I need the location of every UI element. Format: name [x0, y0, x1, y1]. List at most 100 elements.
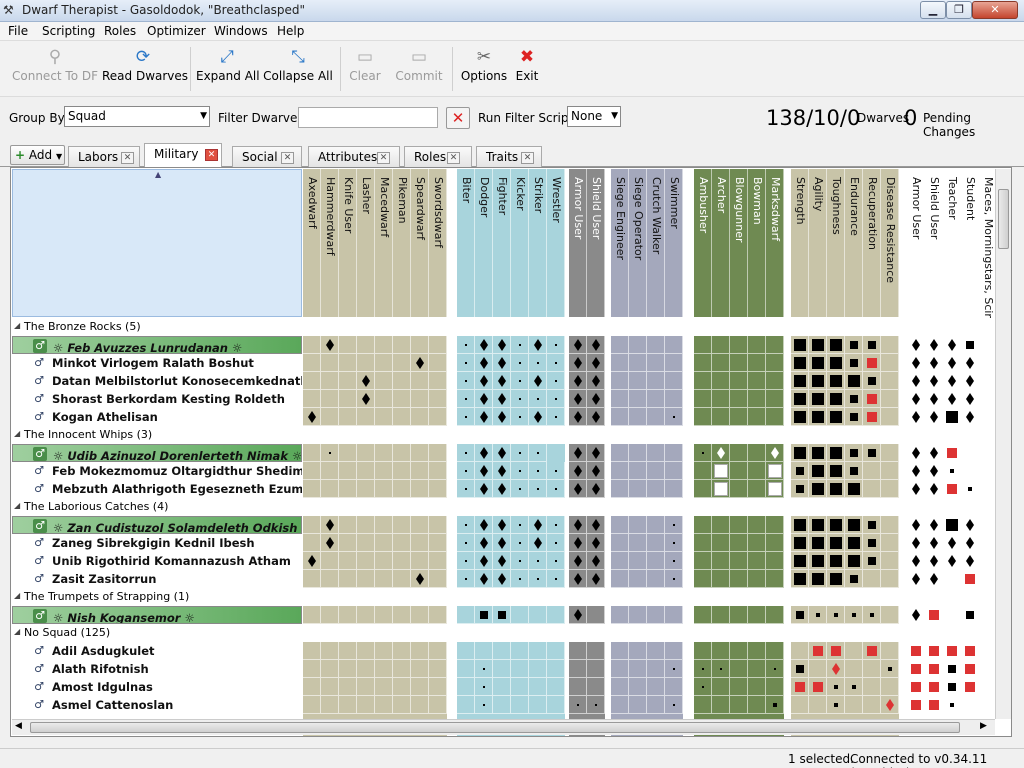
skill-cell[interactable]: [943, 552, 961, 570]
skill-cell[interactable]: [411, 570, 429, 588]
skill-cell[interactable]: [881, 696, 899, 714]
skill-cell[interactable]: [730, 408, 748, 426]
skill-cell[interactable]: [712, 516, 730, 534]
skill-cell[interactable]: [907, 462, 925, 480]
skill-cell[interactable]: [375, 462, 393, 480]
skill-cell[interactable]: [611, 660, 629, 678]
skill-cell[interactable]: [863, 372, 881, 390]
skill-cell[interactable]: [475, 480, 493, 498]
skill-cell[interactable]: [845, 354, 863, 372]
skill-cell[interactable]: [961, 660, 979, 678]
skill-cell[interactable]: [569, 642, 587, 660]
skill-cell[interactable]: [629, 642, 647, 660]
skill-cell[interactable]: [587, 336, 605, 354]
skill-cell[interactable]: [321, 390, 339, 408]
skill-cell[interactable]: [907, 408, 925, 426]
skill-cell[interactable]: [943, 642, 961, 660]
column-header[interactable]: Lasher: [357, 169, 375, 317]
skill-cell[interactable]: [730, 516, 748, 534]
skill-cell[interactable]: [357, 678, 375, 696]
skill-cell[interactable]: [321, 336, 339, 354]
dwarf-row[interactable]: ♂ Kogan Athelisan: [12, 408, 302, 426]
skill-cell[interactable]: [569, 354, 587, 372]
skill-cell[interactable]: [339, 462, 357, 480]
skill-cell[interactable]: [357, 642, 375, 660]
skill-cell[interactable]: [339, 516, 357, 534]
skill-cell[interactable]: [493, 606, 511, 624]
skill-cell[interactable]: [791, 678, 809, 696]
collapse-arrow-icon[interactable]: ◢: [14, 627, 21, 636]
skill-cell[interactable]: [339, 570, 357, 588]
skill-cell[interactable]: [943, 408, 961, 426]
skill-cell[interactable]: [429, 678, 447, 696]
add-view-button[interactable]: + Add ▼: [10, 145, 65, 165]
skill-cell[interactable]: [907, 660, 925, 678]
skill-cell[interactable]: [730, 606, 748, 624]
skill-cell[interactable]: [547, 642, 565, 660]
skill-cell[interactable]: [694, 372, 712, 390]
skill-cell[interactable]: [569, 696, 587, 714]
skill-cell[interactable]: [748, 606, 766, 624]
skill-cell[interactable]: [457, 390, 475, 408]
skill-cell[interactable]: [339, 696, 357, 714]
skill-cell[interactable]: [863, 696, 881, 714]
skill-cell[interactable]: [845, 606, 863, 624]
skill-cell[interactable]: [766, 678, 784, 696]
skill-cell[interactable]: [809, 408, 827, 426]
close-icon[interactable]: ✕: [121, 152, 134, 164]
skill-cell[interactable]: [827, 552, 845, 570]
skill-cell[interactable]: [809, 390, 827, 408]
skill-cell[interactable]: [411, 336, 429, 354]
skill-cell[interactable]: [375, 606, 393, 624]
skill-cell[interactable]: [845, 642, 863, 660]
skill-cell[interactable]: [961, 372, 979, 390]
skill-cell[interactable]: [529, 444, 547, 462]
skill-cell[interactable]: [827, 354, 845, 372]
skill-cell[interactable]: [429, 570, 447, 588]
skill-cell[interactable]: [845, 516, 863, 534]
skill-cell[interactable]: [766, 570, 784, 588]
skill-cell[interactable]: [429, 660, 447, 678]
skill-cell[interactable]: [748, 552, 766, 570]
skill-cell[interactable]: [961, 516, 979, 534]
skill-cell[interactable]: [647, 534, 665, 552]
skill-cell[interactable]: [809, 570, 827, 588]
skill-cell[interactable]: [393, 354, 411, 372]
skill-cell[interactable]: [665, 552, 683, 570]
skill-cell[interactable]: [961, 570, 979, 588]
collapse-all-button[interactable]: ⤡ Collapse All: [263, 45, 333, 93]
skill-cell[interactable]: [493, 678, 511, 696]
skill-cell[interactable]: [961, 480, 979, 498]
skill-cell[interactable]: [321, 408, 339, 426]
skill-cell[interactable]: [694, 354, 712, 372]
skill-cell[interactable]: [457, 372, 475, 390]
skill-cell[interactable]: [321, 372, 339, 390]
skill-cell[interactable]: [493, 516, 511, 534]
skill-cell[interactable]: [547, 570, 565, 588]
skill-cell[interactable]: [629, 336, 647, 354]
skill-cell[interactable]: [611, 570, 629, 588]
skill-cell[interactable]: [429, 336, 447, 354]
scrollbar-thumb[interactable]: [30, 722, 960, 733]
skill-cell[interactable]: [339, 642, 357, 660]
skill-cell[interactable]: [694, 516, 712, 534]
skill-cell[interactable]: [547, 660, 565, 678]
skill-cell[interactable]: [748, 336, 766, 354]
menu-windows[interactable]: Windows: [214, 24, 268, 38]
column-header[interactable]: Archer: [712, 169, 730, 317]
skill-cell[interactable]: [748, 354, 766, 372]
skill-cell[interactable]: [611, 516, 629, 534]
column-header[interactable]: Endurance: [845, 169, 863, 317]
skill-cell[interactable]: [475, 678, 493, 696]
skill-cell[interactable]: [925, 534, 943, 552]
skill-cell[interactable]: [791, 354, 809, 372]
skill-cell[interactable]: [748, 408, 766, 426]
skill-cell[interactable]: [730, 336, 748, 354]
skill-cell[interactable]: [547, 390, 565, 408]
skill-cell[interactable]: [766, 354, 784, 372]
skill-cell[interactable]: [411, 354, 429, 372]
skill-cell[interactable]: [647, 606, 665, 624]
skill-cell[interactable]: [629, 552, 647, 570]
skill-cell[interactable]: [694, 480, 712, 498]
skill-cell[interactable]: [339, 390, 357, 408]
